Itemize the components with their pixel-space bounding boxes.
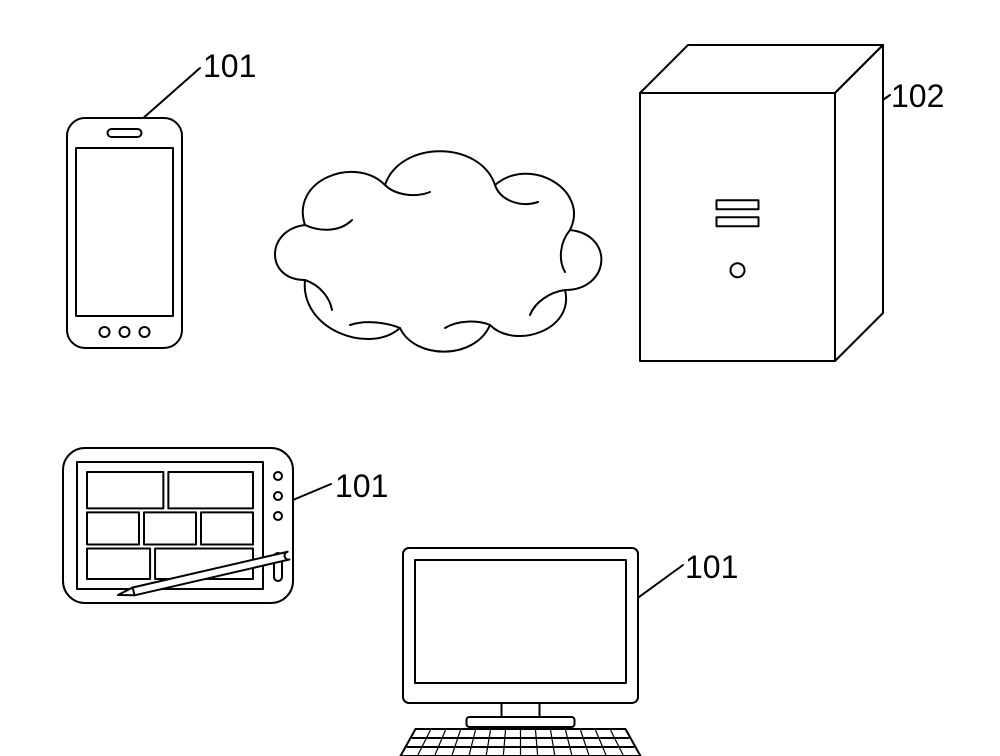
phone-label: 101 xyxy=(203,48,256,85)
monitor-label: 101 xyxy=(685,549,738,586)
server-label: 102 xyxy=(891,78,944,115)
phone-icon xyxy=(67,118,182,348)
monitor-leader xyxy=(635,565,683,600)
monitor-icon xyxy=(396,548,646,756)
cloud-icon xyxy=(275,151,601,351)
tablet-label: 101 xyxy=(335,468,388,505)
server-icon xyxy=(640,45,883,361)
phone-leader xyxy=(141,68,200,120)
tablet-icon xyxy=(63,448,293,603)
